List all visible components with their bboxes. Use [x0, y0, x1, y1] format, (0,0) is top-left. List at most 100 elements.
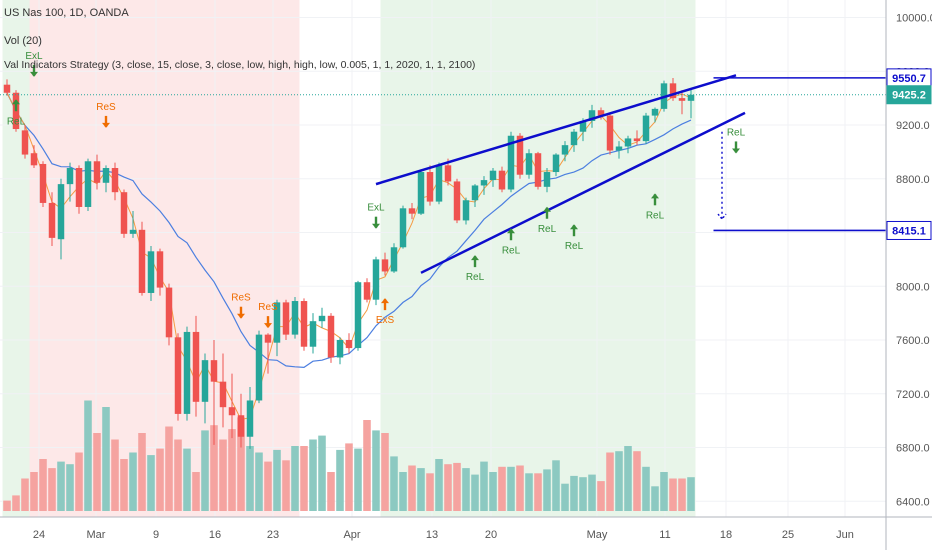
y-tick-label: 6400.0 — [896, 496, 930, 508]
signal-arrow-up-icon — [543, 206, 551, 212]
candle-body — [399, 208, 407, 248]
volume-bar — [561, 483, 569, 511]
candle-body — [561, 145, 569, 155]
y-tick-label: 7200.0 — [896, 389, 930, 401]
signal-label: ReL — [7, 116, 26, 127]
signal-marker-rel: ReL — [646, 193, 665, 221]
signal-marker-exl: ExL — [25, 51, 43, 77]
x-tick-label: 11 — [659, 529, 670, 541]
signal-arrow-up-icon — [570, 224, 578, 230]
volume-bar — [669, 478, 677, 511]
candle-body — [516, 135, 524, 175]
volume-bar — [606, 452, 614, 511]
signal-label: ReS — [231, 293, 251, 304]
volume-bar — [417, 468, 425, 511]
candle-body — [417, 172, 425, 214]
signal-arrow-up-icon — [507, 228, 515, 234]
signal-marker-res: ReS — [96, 102, 116, 128]
candle-body — [471, 185, 479, 201]
long-signal-zone — [380, 0, 696, 517]
volume-bar — [426, 473, 434, 511]
price-label-box: 8415.1 — [886, 220, 932, 240]
signal-marker-rel: ReL — [7, 99, 26, 127]
signal-marker-res: ReS — [231, 293, 251, 319]
signal-marker-exs: ExS — [376, 298, 394, 326]
y-tick-label: 6800.0 — [896, 443, 930, 455]
volume-bar — [147, 455, 155, 511]
volume-bar — [66, 464, 74, 511]
volume-bar — [660, 472, 668, 511]
volume-indicator-label: Vol (20) — [4, 35, 42, 47]
candle-body — [291, 301, 299, 335]
x-tick-label: Apr — [343, 529, 360, 541]
candle-body — [507, 135, 515, 190]
volume-bar — [633, 451, 641, 511]
volume-bar — [138, 433, 146, 511]
volume-bar — [102, 407, 110, 511]
candle-body — [3, 84, 11, 93]
x-tick-label: 20 — [485, 529, 497, 541]
volume-bar — [201, 430, 209, 511]
candle-body — [534, 153, 542, 187]
volume-bar — [651, 486, 659, 511]
signal-marker-rel: ReL — [538, 206, 557, 235]
x-tick-label: 18 — [720, 529, 732, 541]
volume-bar — [93, 433, 101, 511]
candle-body — [156, 251, 164, 288]
volume-bar — [444, 464, 452, 511]
candle-body — [246, 400, 254, 437]
candle-body — [462, 200, 470, 221]
volume-bar — [480, 461, 488, 511]
volume-bar — [534, 473, 542, 511]
volume-bar — [543, 469, 551, 511]
volume-bar — [291, 446, 299, 511]
volume-bar — [336, 449, 344, 511]
signal-marker-rel: ReL — [565, 224, 584, 252]
volume-bar — [3, 500, 11, 511]
volume-bar — [318, 435, 326, 511]
volume-bar — [435, 459, 443, 511]
candle-body — [264, 334, 272, 343]
volume-bar — [615, 451, 623, 511]
candle-body — [426, 172, 434, 202]
volume-bar — [120, 459, 128, 511]
x-tick-label: 13 — [426, 529, 438, 541]
candle-body — [192, 331, 200, 402]
long-signal-zone — [2, 0, 30, 517]
candle-body — [390, 247, 398, 272]
volume-bar — [57, 461, 65, 511]
volume-bar — [210, 425, 218, 511]
signal-label: ReL — [565, 241, 584, 252]
candle-body — [498, 170, 506, 190]
signal-arrow-down-icon — [264, 323, 272, 329]
volume-bar — [12, 495, 20, 511]
volume-bar — [399, 472, 407, 511]
y-tick-label: 8800.0 — [896, 174, 930, 186]
candle-body — [66, 168, 74, 185]
candle-body — [84, 161, 92, 207]
short-signal-zone — [29, 0, 300, 517]
candle-body — [543, 172, 551, 187]
strategy-indicator-label: Val Indicators Strategy (3, close, 15, c… — [4, 59, 476, 71]
price-label-box: 9425.2 — [886, 85, 932, 105]
signal-marker-rel: ReL — [502, 228, 521, 256]
signal-arrow-up-icon — [12, 99, 20, 105]
volume-bar — [273, 449, 281, 511]
candle-body — [552, 154, 560, 173]
candle-body — [57, 184, 65, 240]
candle-body — [453, 181, 461, 221]
candle-body — [237, 415, 245, 437]
candle-body — [480, 180, 488, 186]
y-tick-label: 10000.0 — [896, 13, 932, 25]
volume-bar — [408, 465, 416, 511]
lower-trendline — [420, 111, 746, 274]
candle-body — [435, 165, 443, 202]
candle-body — [102, 168, 110, 183]
candle-body — [48, 202, 56, 238]
x-tick-label: 25 — [782, 529, 794, 541]
candle-body — [651, 108, 659, 116]
signal-arrow-down-icon — [30, 71, 38, 77]
x-tick-label: May — [587, 529, 608, 541]
signal-label: ReL — [727, 127, 746, 138]
